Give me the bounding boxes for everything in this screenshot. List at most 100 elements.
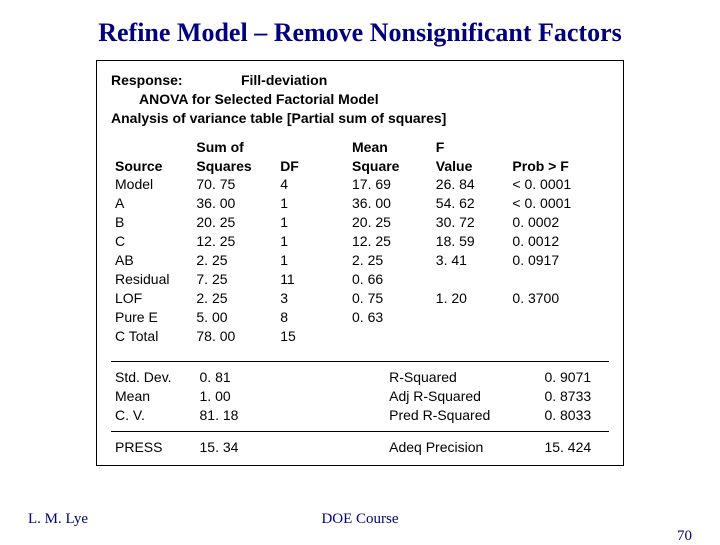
table-row: Residual7. 25110. 66: [111, 270, 609, 289]
stats-row: PRESS15. 34 Adeq Precision15. 424: [111, 438, 609, 457]
cell-df: 1: [276, 232, 348, 251]
cell-f: 1. 20: [432, 289, 509, 308]
cell-ms: [348, 327, 432, 346]
stats-gap: [271, 406, 385, 425]
cell-p: [508, 270, 609, 289]
table-row: Pure E5. 0080. 63: [111, 308, 609, 327]
cell-ss: 7. 25: [192, 270, 276, 289]
stats-right: 0. 9071: [540, 368, 609, 387]
cell-source: Residual: [111, 270, 192, 289]
stats-left: Std. Dev.: [111, 368, 196, 387]
stats-left: 81. 18: [196, 406, 271, 425]
cell-df: 8: [276, 308, 348, 327]
cell-p: < 0. 0001: [508, 175, 609, 194]
cell-source: C Total: [111, 327, 192, 346]
table-row: AB2. 2512. 253. 410. 0917: [111, 251, 609, 270]
stats-right: 0. 8033: [540, 406, 609, 425]
stats-left: 15. 34: [196, 438, 271, 457]
col-ss-2: Squares: [192, 157, 276, 176]
cell-p: 0. 0012: [508, 232, 609, 251]
cell-source: AB: [111, 251, 192, 270]
cell-source: A: [111, 194, 192, 213]
col-ss-1: Sum of: [192, 138, 276, 157]
slide-footer: L. M. Lye DOE Course 70: [0, 511, 720, 528]
cell-p: 0. 0002: [508, 213, 609, 232]
stats-right: 15. 424: [540, 438, 609, 457]
divider-1: [111, 361, 609, 362]
cell-source: Pure E: [111, 308, 192, 327]
cell-f: 26. 84: [432, 175, 509, 194]
col-f-2: Value: [432, 157, 509, 176]
col-f-1: F: [432, 138, 509, 157]
stats-row: C. V.81. 18Pred R-Squared0. 8033: [111, 406, 609, 425]
col-ms-2: Square: [348, 157, 432, 176]
footer-author: L. M. Lye: [28, 511, 88, 528]
stats-gap: [271, 438, 385, 457]
table-row: LOF2. 2530. 751. 200. 3700: [111, 289, 609, 308]
cell-ms: 12. 25: [348, 232, 432, 251]
stats-gap: [271, 368, 385, 387]
stats-row: Mean1. 00 Adj R-Squared0. 8733: [111, 387, 609, 406]
cell-df: 15: [276, 327, 348, 346]
stats-left: 1. 00: [196, 387, 271, 406]
cell-df: 3: [276, 289, 348, 308]
cell-ss: 2. 25: [192, 251, 276, 270]
table-row: Model70. 75417. 6926. 84< 0. 0001: [111, 175, 609, 194]
cell-ms: 0. 75: [348, 289, 432, 308]
stats-left: Mean: [111, 387, 196, 406]
cell-ms: 36. 00: [348, 194, 432, 213]
footer-course: DOE Course: [0, 511, 720, 528]
table-row: C Total78. 0015: [111, 327, 609, 346]
cell-p: 0. 3700: [508, 289, 609, 308]
cell-p: [508, 308, 609, 327]
stats-left: 0. 81: [196, 368, 271, 387]
cell-ms: 20. 25: [348, 213, 432, 232]
col-ms-1: Mean: [348, 138, 432, 157]
col-df: DF: [276, 157, 348, 176]
cell-ss: 12. 25: [192, 232, 276, 251]
cell-ss: 36. 00: [192, 194, 276, 213]
cell-ms: 0. 63: [348, 308, 432, 327]
cell-f: 3. 41: [432, 251, 509, 270]
table-row: C12. 25112. 2518. 590. 0012: [111, 232, 609, 251]
cell-source: B: [111, 213, 192, 232]
cell-f: [432, 270, 509, 289]
cell-source: Model: [111, 175, 192, 194]
cell-ss: 5. 00: [192, 308, 276, 327]
stats-right: Adeq Precision: [385, 438, 540, 457]
cell-f: [432, 308, 509, 327]
stats-left: PRESS: [111, 438, 196, 457]
stats-table-1: Std. Dev.0. 81 R-Squared0. 9071 Mean1. 00 A…: [111, 368, 609, 425]
cell-ss: 20. 25: [192, 213, 276, 232]
response-line: Response: Fill-deviation: [111, 71, 609, 90]
divider-2: [111, 431, 609, 432]
cell-df: 1: [276, 213, 348, 232]
col-source: [111, 138, 192, 157]
header-line-3: Analysis of variance table [Partial sum …: [111, 109, 609, 128]
cell-ss: 2. 25: [192, 289, 276, 308]
stats-right: Adj R-Squared: [385, 387, 540, 406]
cell-ss: 78. 00: [192, 327, 276, 346]
stats-left: C. V.: [111, 406, 196, 425]
cell-f: 54. 62: [432, 194, 509, 213]
cell-ms: 2. 25: [348, 251, 432, 270]
footer-page-number: 70: [677, 528, 692, 545]
stats-table-2: PRESS15. 34 Adeq Precision15. 424: [111, 438, 609, 457]
cell-ss: 70. 75: [192, 175, 276, 194]
cell-f: [432, 327, 509, 346]
response-value: Fill-deviation: [241, 72, 327, 88]
col-source-2: Source: [111, 157, 192, 176]
cell-f: 30. 72: [432, 213, 509, 232]
anova-table: Sum of Mean F Source Squares DF Square V…: [111, 138, 609, 346]
cell-p: < 0. 0001: [508, 194, 609, 213]
cell-df: 1: [276, 194, 348, 213]
table-row: A36. 00136. 0054. 62< 0. 0001: [111, 194, 609, 213]
cell-source: C: [111, 232, 192, 251]
stats-row: Std. Dev.0. 81 R-Squared0. 9071: [111, 368, 609, 387]
stats-right: R-Squared: [385, 368, 540, 387]
stats-gap: [271, 387, 385, 406]
anova-panel: Response: Fill-deviation ANOVA for Selec…: [96, 60, 624, 466]
col-p: Prob > F: [508, 157, 609, 176]
stats-right: 0. 8733: [540, 387, 609, 406]
cell-source: LOF: [111, 289, 192, 308]
